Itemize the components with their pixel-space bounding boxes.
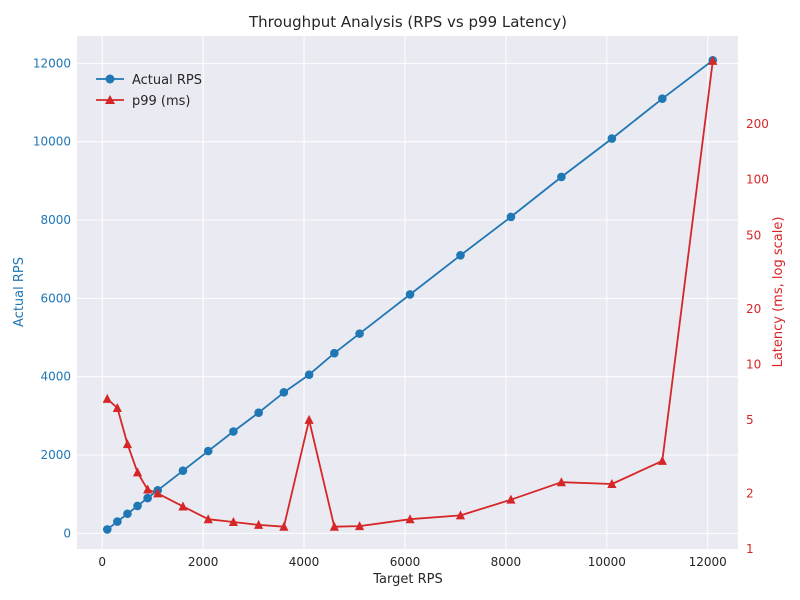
actual-rps-point (355, 329, 364, 338)
p99-point (279, 521, 289, 531)
actual-rps-point (506, 212, 516, 222)
y-left-tick-label: 6000 (40, 291, 71, 305)
y-right-tick-label: 20 (746, 302, 761, 316)
legend-p99-marker (105, 95, 115, 104)
y-right-tick-label: 100 (746, 173, 769, 187)
p99-point (708, 55, 718, 65)
y-axis-right-label: Latency (ms, log scale) (771, 217, 786, 368)
legend-actual-marker (105, 74, 115, 84)
y-left-tick-label: 4000 (40, 370, 71, 384)
legend-p99-label: p99 (ms) (132, 94, 191, 109)
x-tick-label: 6000 (390, 555, 421, 569)
actual-rps-point (304, 370, 314, 380)
p99-point (102, 393, 112, 403)
series-markers (102, 55, 718, 534)
legend-actual-label: Actual RPS (132, 73, 202, 88)
p99-point (254, 519, 264, 529)
y-left-tick-label: 0 (63, 526, 71, 540)
p99-point (112, 403, 122, 413)
y-right-tick-label: 2 (746, 486, 754, 500)
p99-point (178, 501, 188, 511)
actual-rps-point (405, 290, 415, 299)
y-left-tick-label: 12000 (33, 56, 71, 70)
actual-rps-point (229, 427, 238, 436)
actual-rps-point (143, 493, 152, 503)
y-left-tick-label: 2000 (40, 448, 71, 462)
tick-labels: 0 2000 4000 6000 8000 10000 12000 0 2000 4000 6000… (33, 56, 769, 569)
actual-rps-point (254, 408, 263, 418)
actual-rps-point (203, 446, 213, 456)
y-left-tick-label: 10000 (33, 135, 71, 149)
actual-rps-point (557, 172, 566, 182)
y-left-tick-label: 8000 (40, 213, 71, 227)
actual-rps-point (123, 509, 132, 519)
x-tick-label: 8000 (491, 555, 522, 569)
x-tick-label: 12000 (689, 555, 727, 569)
x-tick-label: 0 (98, 555, 106, 569)
p99-point (556, 477, 566, 487)
p99-point (329, 521, 339, 531)
x-tick-label: 10000 (588, 555, 626, 569)
actual-rps-point (113, 517, 122, 526)
p99-point (455, 510, 466, 520)
actual-rps-point (607, 134, 617, 143)
y-right-tick-label: 200 (746, 117, 769, 131)
actual-rps-point (133, 501, 142, 511)
p99-point (506, 494, 516, 504)
x-tick-label: 4000 (289, 555, 320, 569)
y-axis-left-label: Actual RPS (12, 257, 27, 327)
p99-point (657, 455, 667, 465)
p99-point (228, 517, 239, 527)
actual-rps-point (178, 466, 188, 475)
actual-rps-point (279, 388, 289, 397)
legend: Actual RPS p99 (ms) (96, 73, 202, 109)
p99-point (122, 439, 133, 449)
p99-point (132, 467, 143, 477)
p99-point (405, 514, 415, 524)
p99-point (153, 488, 163, 498)
actual-rps-point (456, 250, 465, 260)
grid (77, 36, 738, 549)
actual-rps-point (102, 525, 112, 534)
p99-point (607, 478, 617, 488)
y-right-tick-label: 50 (746, 228, 761, 242)
actual-rps-point (658, 94, 667, 103)
p99-point (354, 521, 365, 531)
y-right-tick-label: 10 (746, 357, 761, 371)
p99-point (304, 414, 314, 424)
actual-rps-point (330, 348, 339, 358)
x-axis-label: Target RPS (372, 572, 442, 587)
x-tick-label: 2000 (188, 555, 219, 569)
p99-point (203, 514, 213, 524)
y-right-tick-label: 1 (746, 542, 754, 556)
chart-title: Throughput Analysis (RPS vs p99 Latency) (248, 13, 567, 31)
y-right-tick-label: 5 (746, 413, 754, 427)
p99-point (143, 484, 153, 494)
